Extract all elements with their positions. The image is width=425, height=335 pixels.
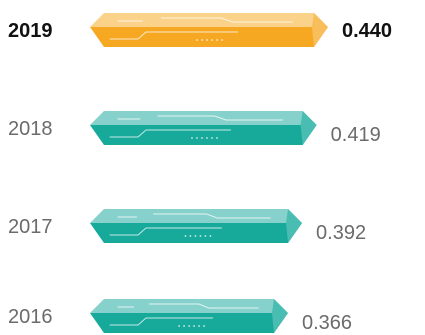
bar-group-2017 xyxy=(90,209,303,243)
bar-top-2018 xyxy=(90,111,317,125)
value-label-2019: 0.440 xyxy=(342,20,392,42)
bar-group-2016 xyxy=(90,299,288,333)
circuit-decoration-2019 xyxy=(109,17,293,41)
bar-end-2017 xyxy=(286,209,303,243)
bar-end-2019 xyxy=(312,13,328,47)
bar-2017 xyxy=(90,223,303,243)
bar-group-2019 xyxy=(90,13,328,47)
circuit-decoration-2017 xyxy=(109,213,271,237)
value-label-2016: 0.366 xyxy=(302,312,352,334)
circuit-decoration-2018 xyxy=(109,115,284,139)
year-label-2018: 2018 xyxy=(8,118,53,140)
bar-top-2016 xyxy=(90,299,288,313)
year-label-2016: 2016 xyxy=(8,306,53,328)
bar-group-2018 xyxy=(90,111,317,145)
circuit-decoration-2016 xyxy=(109,303,259,327)
value-label-2017: 0.392 xyxy=(316,222,366,244)
bar-end-2018 xyxy=(300,111,317,145)
bar-2018 xyxy=(90,125,317,145)
bar-end-2016 xyxy=(271,299,288,333)
year-label-2017: 2017 xyxy=(8,216,53,238)
bar-top-2019 xyxy=(90,13,328,27)
bar-2019 xyxy=(90,27,328,47)
bar-top-2017 xyxy=(90,209,303,223)
year-label-2019: 2019 xyxy=(8,20,53,42)
value-label-2018: 0.419 xyxy=(331,124,381,146)
bar-2016 xyxy=(90,313,288,333)
